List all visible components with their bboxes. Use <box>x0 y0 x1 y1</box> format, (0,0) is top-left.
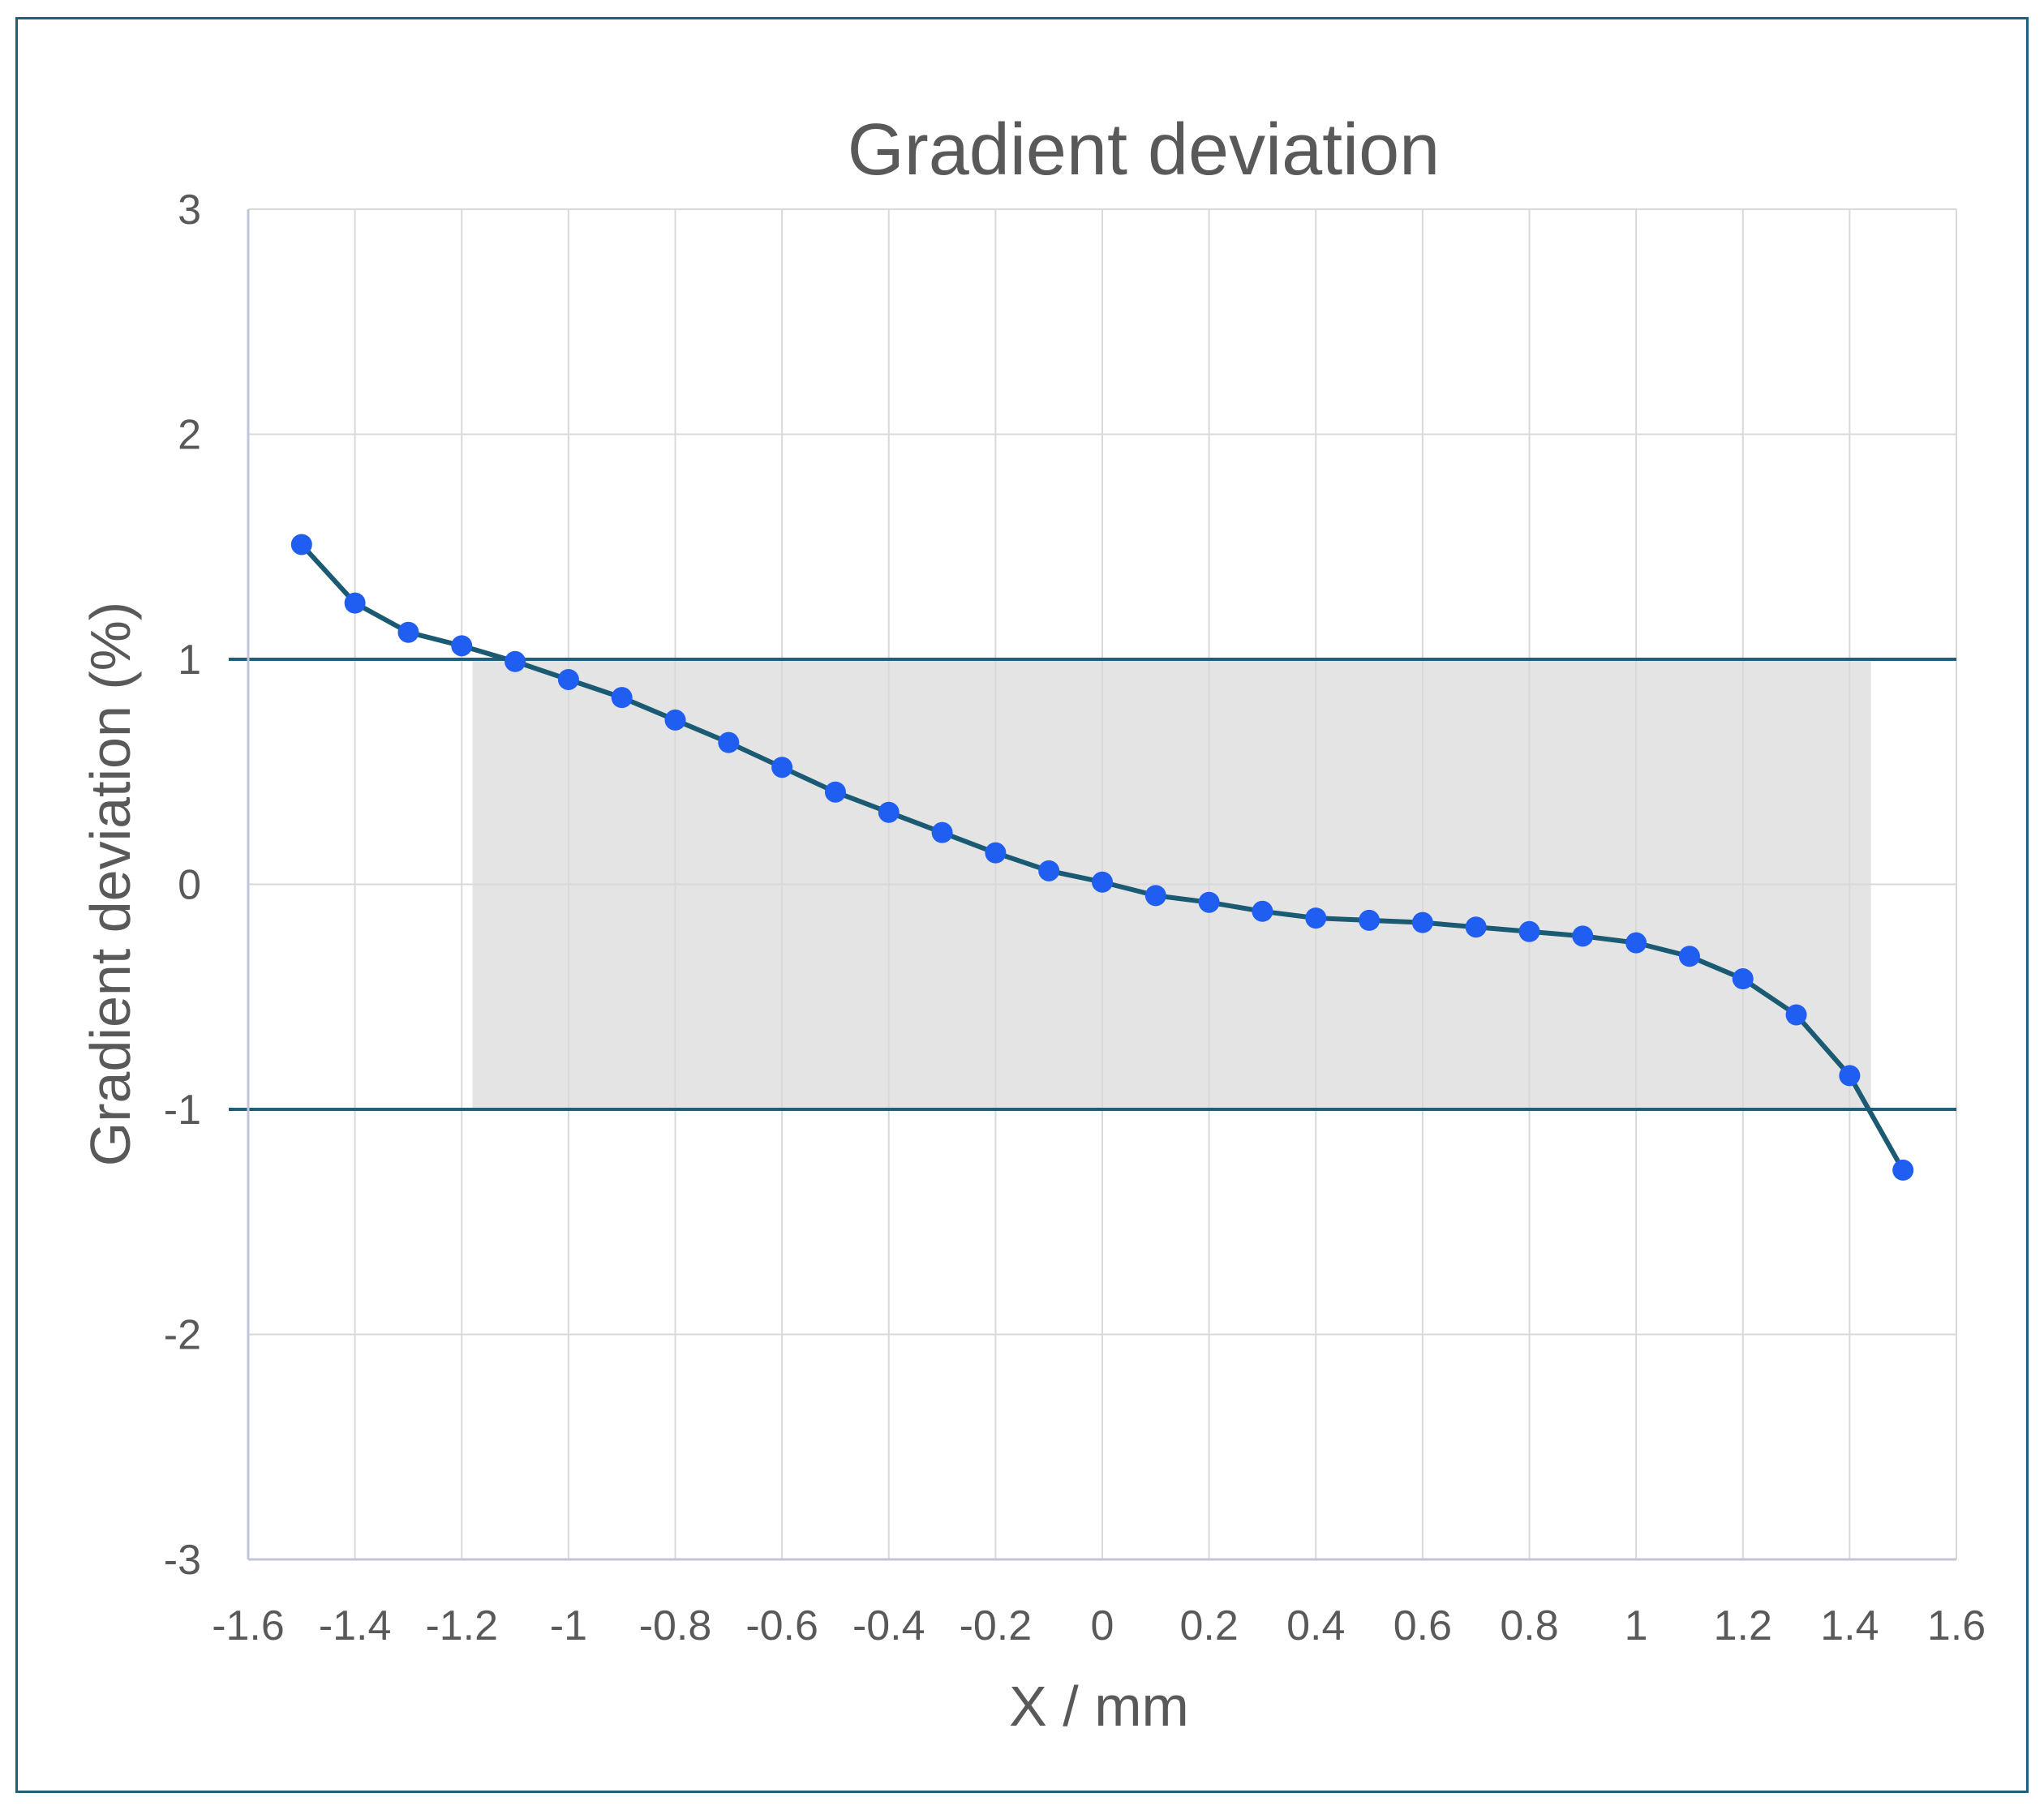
x-tick-label: -0.6 <box>745 1602 818 1649</box>
y-axis-title: Gradient deviation (%) <box>79 602 142 1166</box>
x-tick-label: 1.6 <box>1927 1602 1986 1649</box>
data-point <box>505 650 526 672</box>
data-point <box>1839 1065 1861 1087</box>
x-tick-label: -1.2 <box>425 1602 498 1649</box>
data-point <box>557 668 579 690</box>
data-point <box>1252 900 1273 922</box>
x-tick-label: 1.4 <box>1820 1602 1879 1649</box>
x-tick-label: -0.2 <box>960 1602 1033 1649</box>
data-point <box>1892 1159 1914 1181</box>
axes-layer <box>247 209 1956 1561</box>
x-tick-label: 0.4 <box>1286 1602 1345 1649</box>
data-point <box>1625 932 1647 954</box>
data-point <box>985 842 1007 864</box>
x-tick-label: -0.8 <box>639 1602 712 1649</box>
x-tick-label: -0.4 <box>852 1602 925 1649</box>
data-point <box>771 757 793 778</box>
chart-title: Gradient deviation <box>848 109 1440 191</box>
y-tick-label: 1 <box>178 637 201 684</box>
data-point <box>1411 911 1433 933</box>
data-point <box>1518 920 1540 942</box>
data-point <box>1359 909 1381 931</box>
x-tick-label: -1.4 <box>319 1602 392 1649</box>
y-tick-label: -2 <box>164 1312 201 1359</box>
data-point <box>931 821 953 843</box>
data-point <box>718 731 740 753</box>
data-point <box>397 621 419 643</box>
x-tick-label: -1.6 <box>212 1602 285 1649</box>
data-point <box>1305 907 1327 929</box>
x-tick-label: 0 <box>1091 1602 1114 1649</box>
data-point <box>611 687 633 709</box>
series-layer <box>290 534 1914 1181</box>
x-tick-label: 0.6 <box>1393 1602 1452 1649</box>
x-tick-label: 1 <box>1625 1602 1648 1649</box>
data-point <box>1038 860 1060 881</box>
data-point <box>1144 885 1166 907</box>
data-point <box>1678 946 1700 967</box>
x-tick-label: 0.2 <box>1179 1602 1238 1649</box>
y-tick-label: -3 <box>164 1537 201 1584</box>
data-point <box>1785 1004 1807 1026</box>
x-tick-label: 0.8 <box>1500 1602 1558 1649</box>
data-point <box>290 534 312 555</box>
y-tick-label: 0 <box>178 862 201 909</box>
tick-label-layer: -1.6 -1.4 -1.2 -1 -0.8 -0.6 -0.4 -0.2 0 0.2 0.4 0.6… <box>164 187 1986 1649</box>
x-axis-title: X / mm <box>1009 1675 1189 1738</box>
y-tick-label: 3 <box>178 187 201 234</box>
x-tick-label: -1 <box>550 1602 587 1649</box>
x-tick-label: 1.2 <box>1714 1602 1772 1649</box>
data-point <box>1732 968 1754 990</box>
data-point <box>824 781 846 803</box>
data-point <box>1572 925 1594 947</box>
data-point <box>1092 871 1113 893</box>
data-point <box>664 709 686 731</box>
data-point <box>1198 891 1220 913</box>
data-point <box>1465 916 1487 938</box>
data-point <box>344 592 366 614</box>
data-point <box>878 801 900 823</box>
data-point <box>451 635 473 657</box>
y-tick-label: 2 <box>178 412 201 459</box>
y-tick-label: -1 <box>164 1087 201 1134</box>
